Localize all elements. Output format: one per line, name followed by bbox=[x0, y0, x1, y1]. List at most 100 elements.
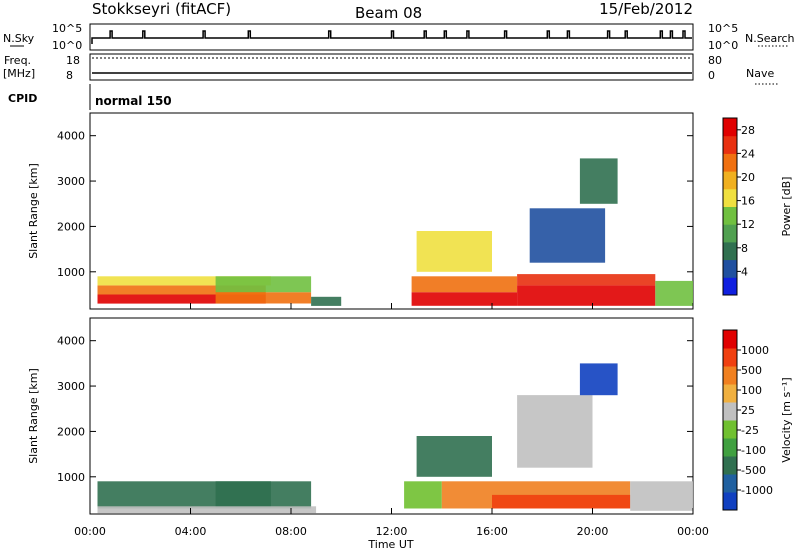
x-tick-label: 20:00 bbox=[577, 525, 609, 538]
nsearch-tick-top: 10^5 bbox=[708, 22, 738, 35]
power-data-block bbox=[529, 208, 606, 263]
power-ylabel: Slant Range [km] bbox=[27, 163, 40, 259]
velocity-colorbar-swatch bbox=[723, 492, 737, 511]
colorbar-tick-label: -25 bbox=[741, 424, 759, 437]
cpid-label: CPID bbox=[8, 92, 37, 105]
velocity-colorbar-swatch bbox=[723, 402, 737, 421]
colorbar-tick-label: 8 bbox=[741, 242, 748, 255]
colorbar-tick-label: 16 bbox=[741, 195, 755, 208]
velocity-colorbar-swatch bbox=[723, 420, 737, 439]
nsearch-tick-bottom: 10^0 bbox=[708, 39, 738, 52]
colorbar-tick-label: 4 bbox=[741, 265, 748, 278]
power-data-block bbox=[517, 274, 656, 286]
nsky-label: N.Sky bbox=[3, 32, 35, 45]
x-tick-label: 04:00 bbox=[175, 525, 207, 538]
y-tick-label: 3000 bbox=[57, 175, 85, 188]
power-data-block bbox=[655, 280, 693, 306]
colorbar-tick-label: -500 bbox=[741, 464, 766, 477]
cpid-strip: CPID normal 150 bbox=[8, 84, 172, 110]
x-axis-label: Time UT bbox=[367, 538, 413, 551]
power-colorbar-swatch bbox=[723, 153, 737, 172]
x-tick-label: 16:00 bbox=[476, 525, 508, 538]
colorbar-tick-label: 24 bbox=[741, 147, 755, 160]
power-panel: Slant Range [km] 1000 2000 3000 4000 4 8 12 16… bbox=[27, 112, 793, 310]
freq-tick-top: 18 bbox=[66, 54, 80, 67]
power-data-block bbox=[215, 292, 312, 304]
power-colorbar-swatch bbox=[723, 171, 737, 190]
velocity-colorbar-swatch bbox=[723, 366, 737, 385]
nsearch-label: N.Search bbox=[745, 32, 795, 45]
freq-strip: Freq. [MHz] 18 8 80 0 Nave bbox=[3, 53, 778, 85]
velocity-colorbar-label: Velocity [m s⁻¹] bbox=[780, 377, 793, 462]
velocity-colorbar-swatch bbox=[723, 384, 737, 403]
velocity-ylabel: Slant Range [km] bbox=[27, 368, 40, 464]
power-data-block bbox=[411, 276, 518, 293]
cpid-value: normal 150 bbox=[95, 94, 172, 108]
velocity-colorbar-swatch bbox=[723, 348, 737, 367]
nsky-tick-top: 10^5 bbox=[52, 22, 82, 35]
power-data-block bbox=[97, 285, 266, 295]
colorbar-tick-label: -100 bbox=[741, 444, 766, 457]
power-colorbar-swatch bbox=[723, 118, 737, 137]
power-colorbar-swatch bbox=[723, 277, 737, 296]
colorbar-frame bbox=[722, 329, 738, 511]
y-tick-label: 3000 bbox=[57, 380, 85, 393]
nsky-tick-bottom: 10^0 bbox=[52, 39, 82, 52]
power-data-block bbox=[311, 296, 342, 306]
power-colorbar-swatch bbox=[723, 188, 737, 207]
nsky-trace bbox=[91, 30, 692, 44]
colorbar-tick-label: 12 bbox=[741, 218, 755, 231]
y-tick-label: 2000 bbox=[57, 425, 85, 438]
colorbar-frame bbox=[722, 117, 738, 296]
x-tick-label: 00:00 bbox=[677, 525, 709, 538]
station-title: Stokkseyri (fitACF) bbox=[92, 0, 231, 18]
freq-unit: [MHz] bbox=[3, 67, 35, 80]
nave-tick-top: 80 bbox=[708, 54, 722, 67]
velocity-data-block bbox=[416, 436, 492, 477]
colorbar-tick-label: 100 bbox=[741, 384, 762, 397]
nave-label: Nave bbox=[746, 67, 774, 80]
y-tick-label: 4000 bbox=[57, 130, 85, 143]
x-tick-label: 00:00 bbox=[74, 525, 106, 538]
velocity-panel: Slant Range [km] 1000 2000 3000 4000 1000 50… bbox=[27, 317, 793, 515]
power-colorbar-swatch bbox=[723, 259, 737, 278]
velocity-data-block bbox=[215, 481, 312, 509]
freq-tick-bottom: 8 bbox=[66, 69, 73, 82]
y-tick-label: 2000 bbox=[57, 220, 85, 233]
power-data-block bbox=[579, 158, 618, 204]
power-colorbar-swatch bbox=[723, 241, 737, 261]
power-colorbar-swatch bbox=[723, 224, 737, 243]
date-label: 15/Feb/2012 bbox=[599, 0, 693, 18]
velocity-data-block bbox=[630, 481, 693, 511]
velocity-data-block bbox=[579, 363, 618, 396]
x-tick-label: 08:00 bbox=[275, 525, 307, 538]
velocity-colorbar-swatch bbox=[723, 438, 737, 457]
power-data-block bbox=[517, 285, 656, 306]
x-tick-label: 12:00 bbox=[376, 525, 408, 538]
y-tick-label: 4000 bbox=[57, 335, 85, 348]
velocity-colorbar-swatch bbox=[723, 474, 737, 493]
nsky-strip: N.Sky 10^5 10^0 10^5 10^0 N.Search bbox=[3, 22, 795, 52]
power-data-block bbox=[97, 294, 266, 304]
colorbar-tick-label: 20 bbox=[741, 171, 755, 184]
velocity-data-block bbox=[97, 506, 317, 514]
beam-label: Beam 08 bbox=[355, 4, 422, 22]
colorbar-tick-label: 25 bbox=[741, 404, 755, 417]
velocity-colorbar-swatch bbox=[723, 330, 737, 349]
colorbar-tick-label: -1000 bbox=[741, 484, 773, 497]
y-tick-label: 1000 bbox=[57, 471, 85, 484]
velocity-data-block bbox=[492, 494, 631, 509]
freq-label: Freq. bbox=[4, 54, 31, 67]
nave-tick-bottom: 0 bbox=[708, 69, 715, 82]
power-colorbar-swatch bbox=[723, 135, 737, 154]
power-data-block bbox=[97, 276, 271, 286]
colorbar-tick-label: 500 bbox=[741, 364, 762, 377]
power-data-block bbox=[416, 231, 492, 272]
velocity-colorbar-swatch bbox=[723, 456, 737, 475]
velocity-data-block bbox=[517, 395, 593, 468]
velocity-data-block bbox=[404, 481, 442, 509]
y-tick-label: 1000 bbox=[57, 266, 85, 279]
power-colorbar-label: Power [dB] bbox=[780, 177, 793, 237]
colorbar-tick-label: 1000 bbox=[741, 344, 769, 357]
